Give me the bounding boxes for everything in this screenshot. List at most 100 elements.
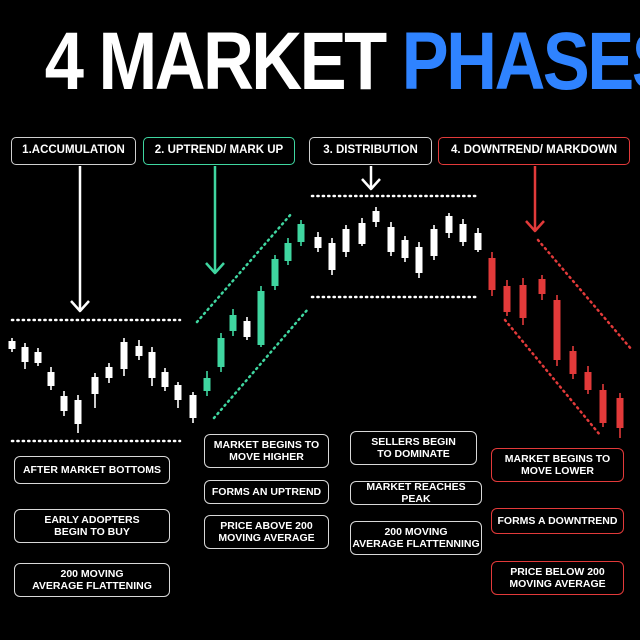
note-sellers-dominate: SELLERS BEGIN TO DOMINATE: [350, 431, 477, 465]
candle-body: [415, 247, 423, 273]
phase-label-downtrend: 4. DOWNTREND/ MARKDOWN: [438, 137, 630, 165]
candle-body: [297, 224, 305, 242]
candle-1: [8, 338, 16, 352]
title-part-1: 4 MARKET: [44, 16, 387, 107]
candle-body: [229, 315, 237, 331]
candle-body: [34, 352, 42, 363]
downtrend-lower-channel-line: [503, 318, 602, 437]
candle-body: [60, 396, 68, 411]
candle-body: [328, 243, 336, 270]
candle-body: [189, 395, 197, 418]
candle-body: [74, 400, 82, 424]
candle-30: [415, 242, 423, 278]
candle-25: [342, 225, 350, 257]
accumulation-arrow-icon-head: [70, 300, 90, 313]
note-ma-flattening-2: 200 MOVING AVERAGE FLATTENNING: [350, 521, 482, 555]
uptrend-lower-channel-line: [212, 307, 310, 420]
candle-33: [459, 219, 467, 246]
candle-3: [34, 348, 42, 366]
candle-9: [120, 338, 128, 376]
title-part-2: PHASES: [401, 16, 640, 107]
candle-body: [503, 286, 511, 312]
candle-10: [135, 340, 143, 360]
candle-body: [430, 229, 438, 256]
note-price-above-ma: PRICE ABOVE 200 MOVING AVERAGE: [204, 515, 329, 549]
distribution-arrow-icon-head: [361, 178, 381, 191]
candle-22: [297, 220, 305, 246]
candle-body: [174, 385, 182, 400]
dotted-guides: [10, 194, 634, 443]
candle-2: [21, 343, 29, 369]
candle-20: [271, 255, 279, 290]
distribution-arrow-icon: [361, 166, 381, 191]
note-price-below-ma: PRICE BELOW 200 MOVING AVERAGE: [491, 561, 624, 595]
candle-12: [161, 368, 169, 391]
candle-body: [445, 216, 453, 233]
uptrend-arrow-icon: [205, 166, 225, 275]
candle-15: [203, 371, 211, 396]
candle-body: [105, 367, 113, 378]
candle-23: [314, 232, 322, 252]
candle-body: [47, 372, 55, 386]
candle-31: [430, 225, 438, 260]
candle-5: [60, 391, 68, 416]
candle-8: [105, 363, 113, 383]
candle-16: [217, 333, 225, 372]
downtrend-arrow-icon: [525, 166, 545, 233]
candle-body: [358, 223, 366, 244]
uptrend-upper-channel-line: [195, 211, 294, 324]
downtrend-upper-channel-line: [536, 238, 634, 352]
candlesticks: [8, 207, 624, 438]
candle-28: [387, 222, 395, 256]
candle-body: [569, 351, 577, 374]
candle-32: [445, 213, 453, 238]
accumulation-arrow-icon: [70, 166, 90, 313]
candle-body: [257, 291, 265, 345]
candle-34: [474, 228, 482, 252]
candle-body: [474, 233, 482, 250]
note-after-market-bottoms: AFTER MARKET BOTTOMS: [14, 456, 170, 484]
phase-label-accumulation: 1.ACCUMULATION: [11, 137, 136, 165]
candle-38: [538, 275, 546, 300]
candle-41: [584, 366, 592, 394]
note-market-peak: MARKET REACHES PEAK: [350, 481, 482, 505]
note-market-begins-higher: MARKET BEGINS TO MOVE HIGHER: [204, 434, 329, 468]
candle-body: [91, 377, 99, 394]
candle-35: [488, 252, 496, 296]
candle-body: [120, 342, 128, 369]
candle-21: [284, 238, 292, 265]
candle-body: [387, 227, 395, 252]
candle-24: [328, 238, 336, 275]
candle-body: [372, 211, 380, 222]
candle-18: [243, 317, 251, 340]
note-ma-flattening-1: 200 MOVING AVERAGE FLATTENING: [14, 563, 170, 597]
note-market-begins-lower: MARKET BEGINS TO MOVE LOWER: [491, 448, 624, 482]
candle-29: [401, 236, 409, 262]
candle-body: [284, 243, 292, 261]
note-forms-downtrend: FORMS A DOWNTREND: [491, 508, 624, 534]
phase-label-distribution: 3. DISTRIBUTION: [309, 137, 432, 165]
candle-19: [257, 286, 265, 347]
candle-body: [21, 347, 29, 362]
candle-11: [148, 347, 156, 386]
uptrend-arrow-icon-head: [205, 262, 225, 275]
candle-14: [189, 392, 197, 423]
candle-body: [538, 279, 546, 294]
candle-body: [8, 341, 16, 349]
candle-body: [217, 338, 225, 367]
candle-body: [616, 398, 624, 428]
candle-7: [91, 373, 99, 408]
candle-body: [161, 372, 169, 387]
candle-42: [599, 384, 607, 427]
candle-body: [488, 258, 496, 290]
page-title: 4 MARKET PHASES: [44, 12, 640, 112]
candle-body: [135, 346, 143, 356]
candle-39: [553, 295, 561, 366]
candle-43: [616, 393, 624, 438]
candle-body: [203, 378, 211, 391]
candle-body: [342, 229, 350, 252]
candle-body: [519, 285, 527, 318]
candle-body: [599, 390, 607, 423]
candle-body: [148, 352, 156, 378]
